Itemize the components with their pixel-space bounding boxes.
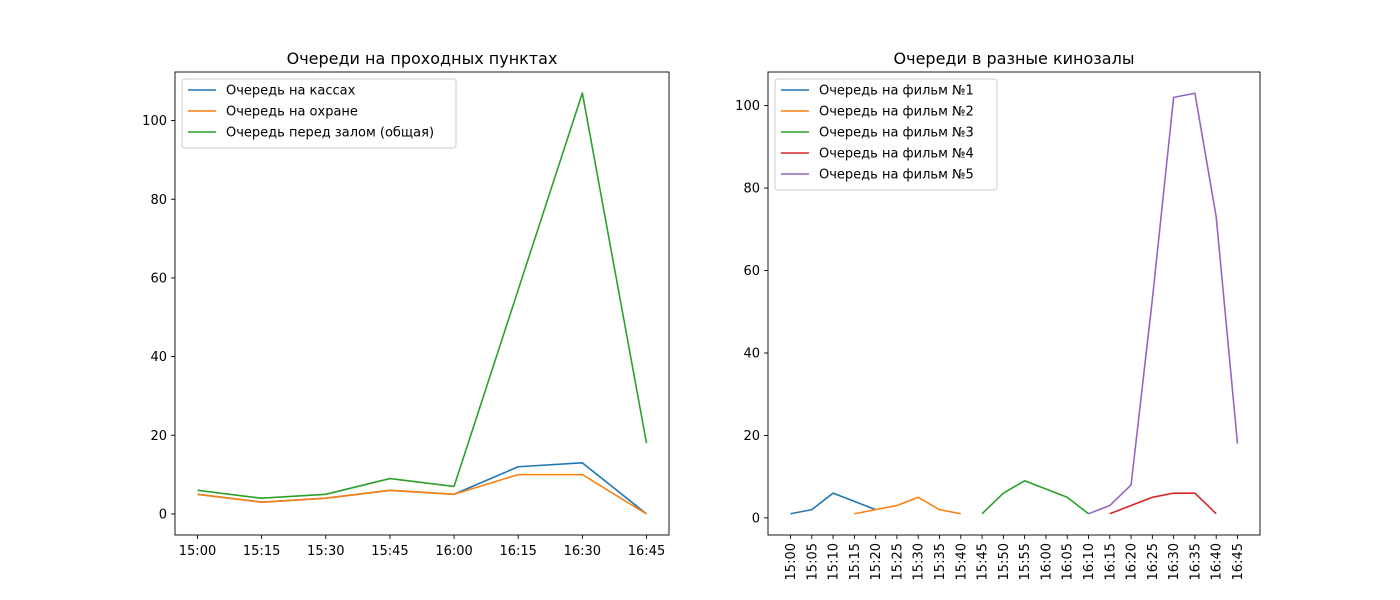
chart-title: Очереди в разные кинозалы <box>894 49 1135 68</box>
chart-queues-checkpoints: Очереди на проходных пунктах 0 20 40 60 80 100… <box>142 49 670 559</box>
x-tick-label: 15:10 <box>827 543 842 580</box>
x-tick-label: 15:40 <box>954 543 969 580</box>
y-tick-label: 20 <box>743 429 760 444</box>
y-tick-label: 60 <box>150 271 167 286</box>
chart-title: Очереди на проходных пунктах <box>287 49 558 68</box>
x-tick-label: 16:25 <box>1146 543 1161 580</box>
x-tick-label: 15:15 <box>848 543 863 580</box>
x-tick-label: 16:10 <box>1082 543 1097 580</box>
y-tick-label: 80 <box>150 193 167 208</box>
y-tick-label: 60 <box>743 264 760 279</box>
legend-label: Очередь перед залом (общая) <box>226 126 434 141</box>
y-tick-label: 0 <box>752 511 760 526</box>
x-tick-label: 16:05 <box>1061 543 1076 580</box>
y-tick-label: 80 <box>743 182 760 197</box>
series-line-3 <box>981 479 1089 515</box>
y-tick-label: 20 <box>150 429 167 444</box>
legend-label: Очередь на фильм №1 <box>819 84 974 99</box>
series-line-3 <box>197 92 648 500</box>
x-tick-label: 16:35 <box>1188 543 1203 580</box>
y-tick-label: 100 <box>735 99 760 114</box>
legend-label: Очередь на охране <box>226 105 358 120</box>
x-tick-label: 16:30 <box>1167 543 1182 580</box>
series-line-2 <box>197 473 647 515</box>
series-line-2 <box>854 496 961 515</box>
x-tick-label: 16:15 <box>1103 543 1118 580</box>
x-tick-label: 15:00 <box>784 543 799 580</box>
legend-label: Очередь на фильм №4 <box>819 147 974 162</box>
legend-label: Очередь на фильм №2 <box>819 105 974 120</box>
x-tick-label: 16:30 <box>564 544 601 559</box>
x-tick-label: 15:30 <box>912 543 927 580</box>
x-tick-label: 15:35 <box>933 543 948 580</box>
x-tick-label: 15:30 <box>307 544 344 559</box>
legend: Очередь на фильм №1 Очередь на фильм №2 Оч… <box>774 78 998 191</box>
y-tick-label: 40 <box>150 350 167 365</box>
series-line-1 <box>197 462 647 515</box>
y-tick-label: 0 <box>159 507 167 522</box>
legend-box <box>774 78 998 191</box>
x-tick-label: 15:00 <box>179 544 216 559</box>
x-tick-label: 15:45 <box>976 543 991 580</box>
x-tick-label: 16:00 <box>435 544 472 559</box>
legend-label: Очередь на кассах <box>226 84 356 99</box>
x-tick-label: 15:50 <box>997 543 1012 580</box>
x-tick-label: 16:00 <box>1039 543 1054 580</box>
plot-frame <box>174 71 670 536</box>
legend-box <box>181 78 457 149</box>
x-tick-label: 16:20 <box>1125 543 1140 580</box>
chart-queues-cinema-halls: Очереди в разные кинозалы 0 20 40 60 80 100 15:… <box>735 49 1261 580</box>
x-tick-label: 15:15 <box>243 544 280 559</box>
plot-frame <box>767 71 1261 536</box>
x-tick-label: 15:45 <box>371 544 408 559</box>
legend: Очередь на кассах Очередь на охране Очеред… <box>181 78 457 149</box>
x-tick-label: 15:20 <box>869 543 884 580</box>
x-tick-label: 16:40 <box>1210 543 1225 580</box>
x-tick-label: 15:25 <box>890 543 905 580</box>
y-tick-label: 40 <box>743 346 760 361</box>
legend-label: Очередь на фильм №5 <box>819 168 974 183</box>
x-tick-label: 16:45 <box>628 544 665 559</box>
y-tick-label: 100 <box>142 114 167 129</box>
x-tick-label: 15:55 <box>1018 543 1033 580</box>
legend-label: Очередь на фильм №3 <box>819 126 974 141</box>
x-tick-label: 16:15 <box>499 544 536 559</box>
series-line-4 <box>1109 492 1217 515</box>
series-line-5 <box>1088 92 1239 515</box>
x-tick-label: 15:05 <box>805 543 820 580</box>
series-line-1 <box>790 492 876 515</box>
x-tick-label: 16:45 <box>1231 543 1246 580</box>
